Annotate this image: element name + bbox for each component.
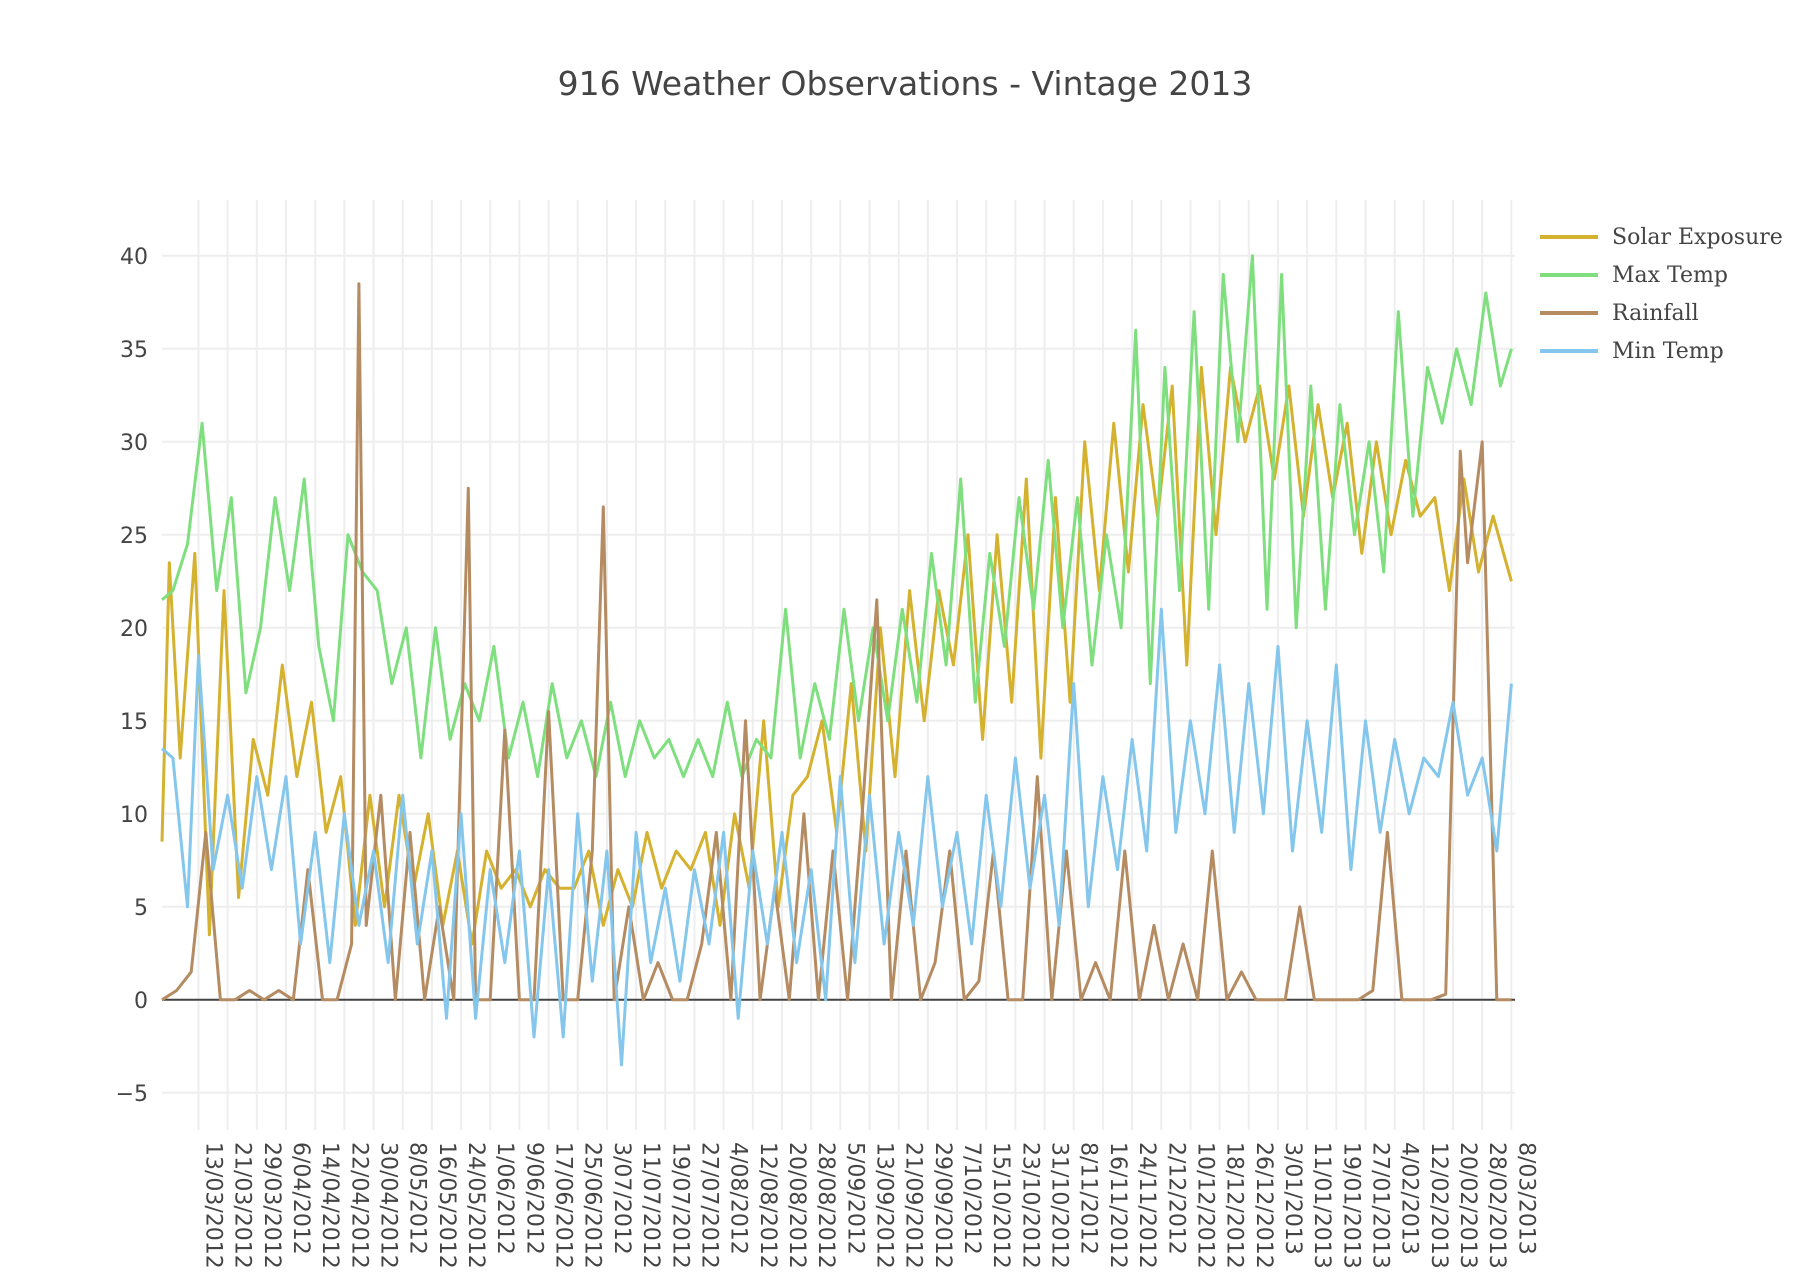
y-tick-label: 5 — [134, 896, 148, 921]
y-tick-label: 35 — [120, 338, 148, 363]
x-tick-label: 10/12/2012 — [1192, 1142, 1217, 1269]
x-tick-label: 14/04/2012 — [317, 1142, 342, 1269]
x-tick-label: 16/05/2012 — [434, 1142, 459, 1269]
x-tick-label: 18/12/2012 — [1222, 1142, 1247, 1269]
y-tick-label: 10 — [120, 803, 148, 828]
x-tick-label: 29/03/2012 — [259, 1142, 284, 1269]
legend-label: Min Temp — [1612, 338, 1724, 364]
y-tick-label: 15 — [120, 710, 148, 735]
legend: Solar Exposure Max Temp Rainfall Min Temp — [1540, 218, 1783, 370]
x-tick-label: 8/05/2012 — [405, 1142, 430, 1255]
legend-swatch — [1540, 273, 1598, 277]
y-tick-label: 40 — [120, 245, 148, 270]
series-line-max-temp — [161, 254, 1513, 779]
x-axis-ticks: 13/03/2012 21/03/2012 29/03/2012 6/04/2012 1… — [200, 1142, 1538, 1269]
legend-swatch — [1540, 311, 1598, 315]
x-tick-label: 23/10/2012 — [1017, 1142, 1042, 1269]
x-tick-label: 11/07/2012 — [638, 1142, 663, 1269]
x-tick-label: 17/06/2012 — [551, 1142, 576, 1269]
y-tick-label: 20 — [120, 617, 148, 642]
y-tick-label: 0 — [134, 989, 148, 1014]
x-tick-label: 13/03/2012 — [200, 1142, 225, 1269]
x-tick-label: 29/09/2012 — [930, 1142, 955, 1269]
x-tick-label: 11/01/2013 — [1309, 1142, 1334, 1269]
legend-swatch — [1540, 235, 1598, 239]
x-tick-label: 22/04/2012 — [346, 1142, 371, 1269]
x-tick-label: 28/08/2012 — [813, 1142, 838, 1269]
x-tick-label: 21/09/2012 — [901, 1142, 926, 1269]
x-tick-label: 20/08/2012 — [784, 1142, 809, 1269]
x-tick-label: 13/09/2012 — [871, 1142, 896, 1269]
x-tick-label: 28/02/2013 — [1484, 1142, 1509, 1269]
x-tick-label: 9/06/2012 — [521, 1142, 546, 1255]
legend-item-rainfall[interactable]: Rainfall — [1540, 294, 1783, 332]
x-tick-label: 12/02/2013 — [1426, 1142, 1451, 1269]
y-axis-ticks: −5 0 5 10 15 20 25 30 35 40 — [116, 245, 148, 1107]
legend-label: Max Temp — [1612, 262, 1728, 288]
legend-item-max-temp[interactable]: Max Temp — [1540, 256, 1783, 294]
series-line-rainfall — [161, 282, 1512, 1002]
x-tick-label: 20/02/2013 — [1455, 1142, 1480, 1269]
x-tick-label: 25/06/2012 — [580, 1142, 605, 1269]
x-tick-label: 21/03/2012 — [230, 1142, 255, 1269]
x-tick-label: 27/01/2013 — [1367, 1142, 1392, 1269]
x-tick-label: 5/09/2012 — [842, 1142, 867, 1255]
x-tick-label: 26/12/2012 — [1251, 1142, 1276, 1269]
x-tick-label: 8/11/2012 — [1076, 1142, 1101, 1255]
x-tick-label: 12/08/2012 — [755, 1142, 780, 1269]
x-tick-label: 4/08/2012 — [726, 1142, 751, 1255]
x-tick-label: 3/01/2013 — [1280, 1142, 1305, 1255]
x-tick-label: 24/05/2012 — [463, 1142, 488, 1269]
legend-label: Solar Exposure — [1612, 224, 1783, 250]
legend-item-min-temp[interactable]: Min Temp — [1540, 332, 1783, 370]
x-tick-label: 1/06/2012 — [492, 1142, 517, 1255]
x-tick-label: 27/07/2012 — [696, 1142, 721, 1269]
series-line-min-temp — [161, 607, 1513, 1067]
y-tick-label: 30 — [120, 431, 148, 456]
x-tick-label: 19/01/2013 — [1338, 1142, 1363, 1269]
legend-item-solar-exposure[interactable]: Solar Exposure — [1540, 218, 1783, 256]
x-tick-label: 16/11/2012 — [1105, 1142, 1130, 1269]
x-tick-label: 31/10/2012 — [1047, 1142, 1072, 1269]
x-tick-label: 15/10/2012 — [988, 1142, 1013, 1269]
x-tick-label: 2/12/2012 — [1163, 1142, 1188, 1255]
legend-swatch — [1540, 349, 1598, 353]
series-lines — [160, 254, 1513, 1067]
y-tick-label: 25 — [120, 524, 148, 549]
x-tick-label: 8/03/2013 — [1513, 1142, 1538, 1255]
x-tick-label: 24/11/2012 — [1134, 1142, 1159, 1269]
x-tick-label: 7/10/2012 — [959, 1142, 984, 1255]
y-tick-label: −5 — [116, 1082, 148, 1107]
chart-title: 916 Weather Observations - Vintage 2013 — [557, 64, 1253, 103]
x-tick-label: 6/04/2012 — [288, 1142, 313, 1255]
x-tick-label: 30/04/2012 — [376, 1142, 401, 1269]
legend-label: Rainfall — [1612, 300, 1699, 326]
x-tick-label: 4/02/2013 — [1397, 1142, 1422, 1255]
x-tick-label: 19/07/2012 — [667, 1142, 692, 1269]
series-line-solar-exposure — [160, 365, 1513, 946]
x-tick-label: 3/07/2012 — [609, 1142, 634, 1255]
